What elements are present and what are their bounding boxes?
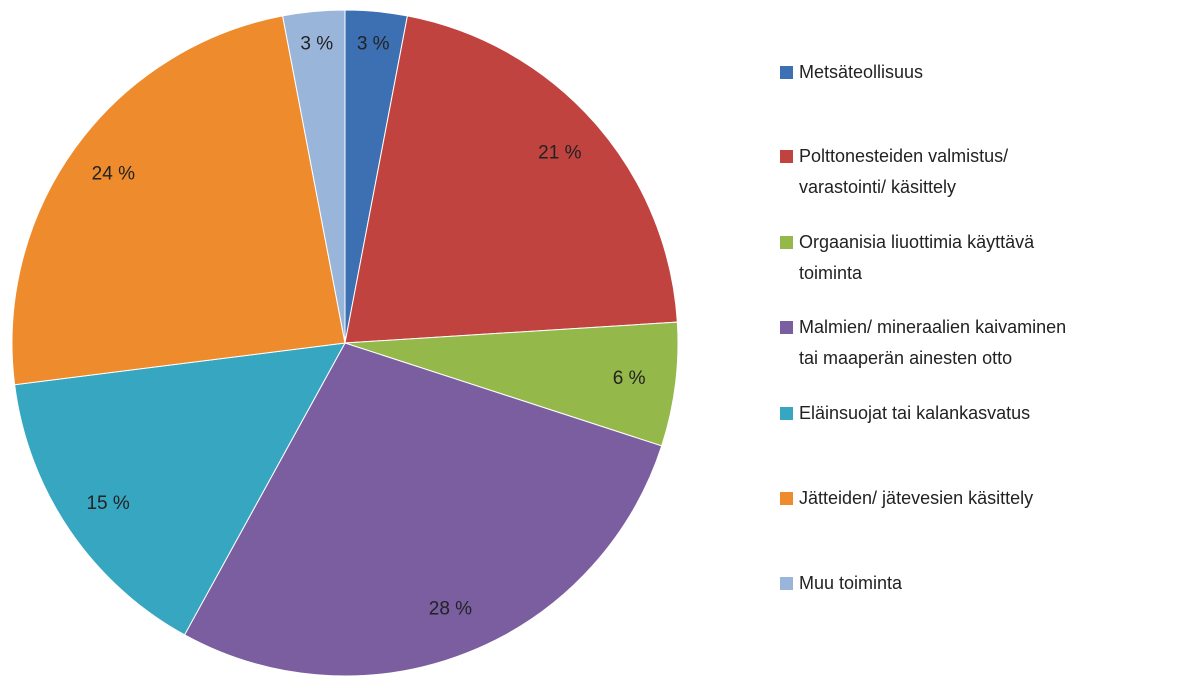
pie-slice [282,9,346,344]
data-label: 15 % [86,493,129,514]
legend-swatch [780,236,793,249]
legend-item: Muu toiminta [780,568,902,599]
data-label: 3 % [357,34,390,55]
pie-slice [14,342,346,636]
legend-item: Eläinsuojat tai kalankasvatus [780,398,1030,429]
legend-swatch [780,491,793,505]
pie-slice [11,15,346,386]
legend-label: Polttonesteiden valmistus/ varastointi/ … [799,146,1009,197]
data-label: 24 % [92,164,135,185]
data-label: 21 % [538,143,581,164]
legend-label: Jätteiden/ jätevesien käsittely [799,487,1034,508]
legend-swatch [780,65,793,79]
legend-item: Metsäteollisuus [780,57,923,88]
legend-item: Polttonesteiden valmistus/ varastointi/ … [780,141,1008,203]
legend-swatch [780,321,793,334]
legend-label: Metsäteollisuus [799,61,924,82]
legend-item: Orgaanisia liuottimia käyttävä toiminta [780,227,1034,289]
legend-item: Malmien/ mineraalien kaivaminen tai maap… [780,312,1066,374]
legend-label: Orgaanisia liuottimia käyttävä toiminta [799,232,1035,283]
pie-slice [344,321,679,447]
pie-slice [183,342,663,677]
legend-swatch [780,150,793,163]
chart: 3 % 21 % 6 % 28 % 15 % 24 % 3 % [11,9,679,677]
pie-slice [344,15,678,344]
legend-item: Jätteiden/ jätevesien käsittely [780,483,1033,514]
legend-label: Eläinsuojat tai kalankasvatus [799,402,1031,423]
data-label: 6 % [613,368,646,389]
data-label: 3 % [300,34,333,55]
legend-swatch [780,576,793,590]
legend-label: Malmien/ mineraalien kaivaminen tai maap… [799,317,1067,368]
legend-label: Muu toiminta [799,572,903,593]
legend-swatch [780,406,793,420]
data-label: 28 % [429,598,472,619]
